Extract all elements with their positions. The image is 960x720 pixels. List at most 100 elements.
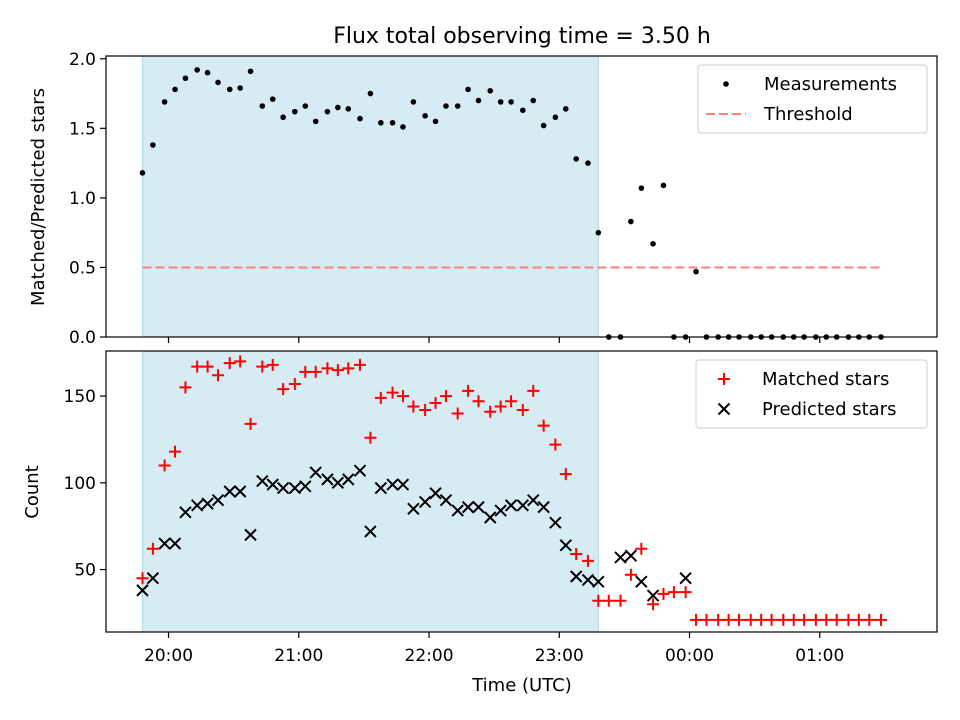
predicted-star-marker bbox=[201, 497, 214, 510]
measurement-point bbox=[508, 99, 514, 105]
plus-mark bbox=[852, 613, 865, 626]
measurement-point bbox=[443, 103, 449, 109]
plus-mark bbox=[223, 357, 236, 370]
plus-mark bbox=[559, 468, 572, 481]
plus-mark bbox=[777, 613, 790, 626]
plus-mark bbox=[733, 613, 746, 626]
measurement-point bbox=[540, 122, 547, 129]
measurement-point bbox=[237, 85, 243, 91]
matched-star-marker bbox=[386, 386, 399, 399]
predicted-star-marker bbox=[504, 499, 518, 512]
measurement-point bbox=[345, 106, 352, 112]
measurement-point bbox=[573, 156, 580, 162]
predicted-star-marker bbox=[353, 464, 367, 477]
plus-mark bbox=[191, 360, 204, 373]
measurement-point bbox=[312, 118, 319, 125]
matched-star-marker bbox=[158, 459, 171, 472]
y-tick-label: 2.0 bbox=[69, 50, 96, 70]
legend-label: Threshold bbox=[763, 104, 853, 125]
measurement-point bbox=[520, 107, 526, 114]
matched-star-marker bbox=[309, 365, 322, 378]
axes-frame bbox=[105, 55, 938, 338]
legend: Measurements Threshold bbox=[697, 64, 928, 134]
matched-star-marker bbox=[277, 383, 290, 396]
matched-star-marker bbox=[505, 395, 518, 408]
measurement-point bbox=[161, 99, 168, 105]
plus-mark bbox=[244, 417, 257, 430]
predicted-star-marker bbox=[276, 481, 290, 495]
plus-mark bbox=[484, 405, 497, 418]
x-tick-label: 00:00 bbox=[665, 646, 714, 666]
plus-mark bbox=[842, 613, 855, 626]
measurement-point bbox=[226, 86, 233, 93]
plus-mark bbox=[798, 613, 811, 626]
plus-mark bbox=[136, 572, 149, 585]
series-predicted-stars bbox=[136, 464, 692, 602]
predicted-star-marker bbox=[211, 493, 225, 507]
matched-star-marker bbox=[787, 613, 800, 626]
x-tick-label: 21:00 bbox=[274, 646, 323, 666]
matched-star-marker bbox=[266, 358, 279, 371]
predicted-star-marker bbox=[331, 476, 345, 490]
plus-mark bbox=[624, 568, 637, 581]
measurement-point bbox=[259, 103, 266, 109]
legend: Matched stars Predicted stars bbox=[695, 359, 928, 429]
plus-mark bbox=[234, 355, 247, 368]
plus-mark bbox=[581, 554, 594, 567]
predicted-star-marker bbox=[559, 539, 572, 552]
plus-mark bbox=[667, 586, 680, 599]
plus-mark bbox=[700, 613, 713, 626]
x-tick-label: 23:00 bbox=[535, 646, 584, 666]
matched-star-marker bbox=[777, 613, 790, 626]
plus-mark bbox=[494, 400, 507, 413]
plus-mark bbox=[614, 594, 627, 607]
plus-mark bbox=[549, 438, 562, 451]
matched-star-marker bbox=[765, 613, 778, 626]
plus-mark bbox=[353, 358, 366, 371]
matched-star-marker bbox=[733, 613, 746, 626]
matched-star-marker bbox=[396, 390, 409, 403]
matched-star-marker bbox=[439, 390, 452, 403]
plus-mark bbox=[537, 419, 550, 432]
matched-star-marker bbox=[712, 613, 725, 626]
top-y-axis-label: Matched/Predicted stars bbox=[28, 88, 49, 306]
observing-interval-shade bbox=[142, 351, 599, 632]
plus-mark bbox=[299, 365, 312, 378]
measurement-point bbox=[194, 67, 200, 73]
matched-star-marker bbox=[179, 381, 192, 394]
matched-star-marker bbox=[191, 360, 204, 373]
legend-predicted-key bbox=[717, 402, 731, 416]
matched-star-marker bbox=[874, 613, 887, 626]
matched-star-marker bbox=[462, 384, 475, 397]
matched-star-marker bbox=[374, 391, 387, 404]
predicted-star-marker bbox=[592, 575, 605, 588]
predicted-star-marker bbox=[136, 584, 149, 597]
matched-star-marker bbox=[744, 613, 757, 626]
predicted-star-marker bbox=[256, 474, 269, 488]
matched-star-marker bbox=[146, 542, 159, 555]
measurement-point bbox=[182, 75, 189, 82]
measurement-point bbox=[292, 108, 298, 115]
plus-mark bbox=[321, 362, 334, 375]
measurement-point bbox=[650, 240, 656, 247]
plus-mark bbox=[201, 360, 214, 373]
plus-mark bbox=[472, 395, 485, 408]
matched-star-marker bbox=[820, 613, 833, 626]
predicted-star-marker bbox=[223, 485, 236, 498]
matched-star-marker bbox=[722, 613, 735, 626]
plus-mark bbox=[647, 598, 660, 611]
predicted-star-marker bbox=[624, 549, 638, 562]
predicted-star-marker bbox=[158, 537, 171, 550]
plus-mark bbox=[690, 613, 703, 626]
measurement-point bbox=[280, 114, 286, 121]
predicted-star-marker bbox=[288, 481, 302, 495]
plus-mark bbox=[158, 459, 171, 472]
y-tick-label: 1.0 bbox=[69, 189, 96, 209]
predicted-star-marker bbox=[146, 572, 160, 585]
plus-mark bbox=[787, 613, 800, 626]
measurement-point bbox=[595, 229, 602, 236]
matched-star-marker bbox=[484, 405, 497, 418]
plus-mark bbox=[407, 400, 420, 413]
matched-star-marker bbox=[364, 431, 377, 444]
matched-star-marker bbox=[667, 586, 680, 599]
